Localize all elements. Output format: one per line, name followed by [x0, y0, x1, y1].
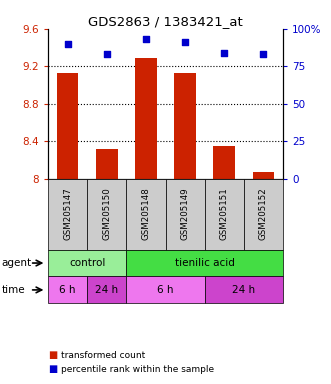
Text: tienilic acid: tienilic acid: [175, 258, 235, 268]
Text: control: control: [69, 258, 105, 268]
Text: GSM205148: GSM205148: [141, 188, 150, 240]
Text: ■: ■: [48, 350, 57, 360]
Text: GSM205152: GSM205152: [259, 188, 268, 240]
Text: GSM205151: GSM205151: [220, 188, 229, 240]
Text: 24 h: 24 h: [95, 285, 118, 295]
Text: GSM205147: GSM205147: [63, 188, 72, 240]
Text: percentile rank within the sample: percentile rank within the sample: [61, 365, 214, 374]
Text: 6 h: 6 h: [157, 285, 174, 295]
Text: 24 h: 24 h: [232, 285, 256, 295]
Point: [222, 50, 227, 56]
Text: GSM205150: GSM205150: [102, 188, 111, 240]
Point: [182, 39, 188, 45]
Text: transformed count: transformed count: [61, 351, 146, 360]
Text: 6 h: 6 h: [59, 285, 76, 295]
Bar: [96, 149, 118, 179]
Text: agent: agent: [2, 258, 32, 268]
Bar: [213, 146, 235, 179]
Bar: [174, 73, 196, 179]
Text: time: time: [2, 285, 25, 295]
Point: [143, 36, 149, 42]
Point: [261, 51, 266, 57]
Bar: [57, 73, 78, 179]
Bar: [135, 58, 157, 179]
Bar: [253, 172, 274, 179]
Text: ■: ■: [48, 364, 57, 374]
Text: GSM205149: GSM205149: [181, 188, 190, 240]
Point: [104, 51, 109, 57]
Title: GDS2863 / 1383421_at: GDS2863 / 1383421_at: [88, 15, 243, 28]
Point: [65, 41, 70, 47]
